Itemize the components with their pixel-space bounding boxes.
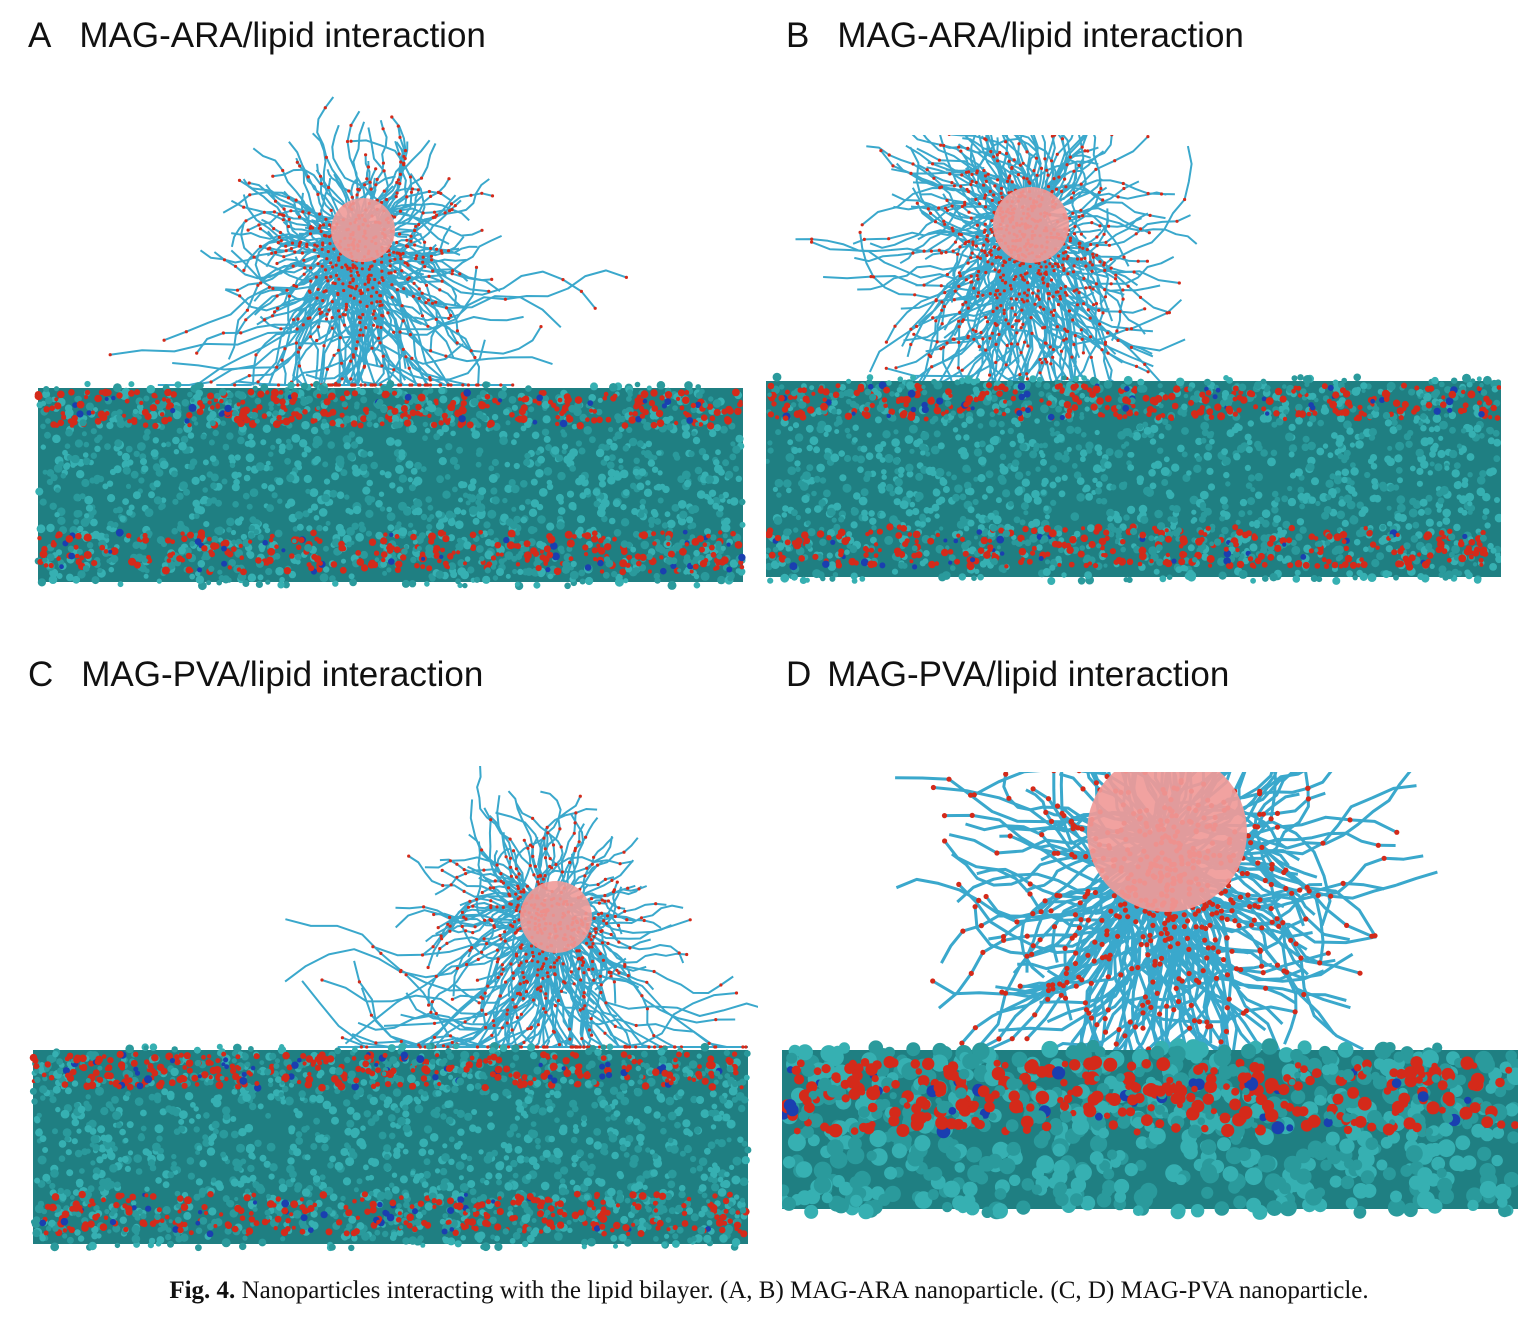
panel-c-image [28,712,758,1252]
panel-a-core [331,198,395,262]
panel-d-bilayer [782,1038,1518,1220]
panel-a-letter: A [28,16,52,55]
figure-caption-label: Fig. 4. [169,1277,236,1304]
figure-caption-text: Nanoparticles interacting with the lipid… [241,1277,1369,1304]
panel-d-title-text: MAG-PVA/lipid interaction [827,655,1230,694]
panel-d-rendering [782,772,1518,1220]
panel-a-image [28,80,758,595]
panel-c-rendering [29,765,758,1252]
panel-b-title-text: MAG-ARA/lipid interaction [837,16,1244,55]
panel-d-title: D MAG-PVA/lipid interaction [786,655,1229,695]
panel-a-title: A MAG-ARA/lipid interaction [28,16,486,56]
panel-c-letter: C [28,655,54,694]
panel-b-letter: B [786,16,810,55]
panel-b-core [993,187,1069,263]
panel-b-image [766,135,1501,585]
panel-b-bilayer [766,372,1501,585]
panel-b-rendering [766,135,1501,585]
panel-c-core [520,881,592,953]
panel-b-polymer-shell [795,135,1198,387]
panel-d-core [1087,772,1247,912]
panel-c-title: C MAG-PVA/lipid interaction [28,655,483,695]
panel-a-rendering [34,96,746,591]
figure-caption: Fig. 4. Nanoparticles interacting with t… [0,1277,1538,1305]
panel-b-title: B MAG-ARA/lipid interaction [786,16,1244,56]
panel-d-letter: D [786,655,812,694]
panel-a-title-text: MAG-ARA/lipid interaction [79,16,486,55]
panel-c-bilayer [29,1042,752,1252]
panel-d-image [782,772,1518,1222]
panel-c-title-text: MAG-PVA/lipid interaction [81,655,484,694]
panel-a-bilayer [34,380,746,591]
